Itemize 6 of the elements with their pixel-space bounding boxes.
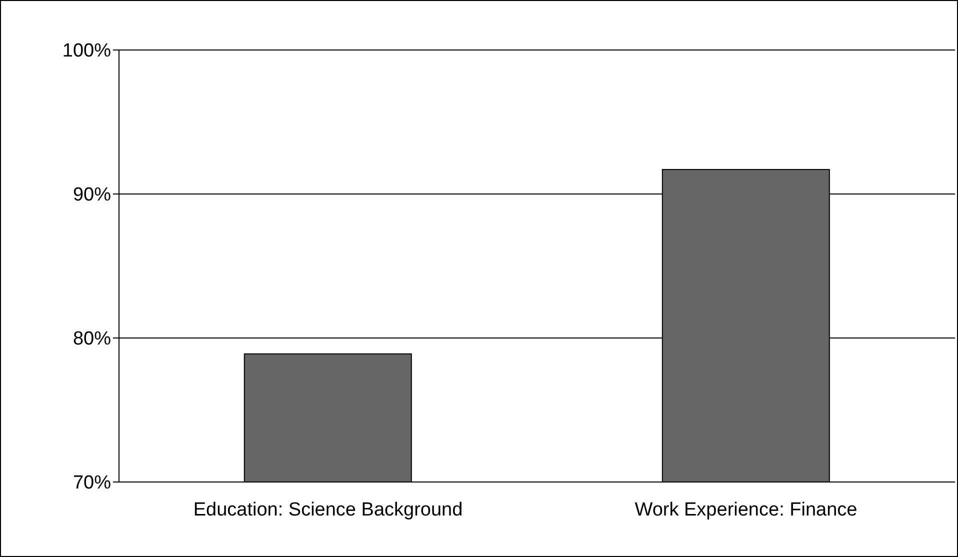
y-tick-label: 70% bbox=[72, 472, 112, 494]
y-tick-label: 80% bbox=[72, 328, 112, 350]
y-tick-label: 90% bbox=[72, 184, 112, 206]
x-tick-label: Education: Science Background bbox=[193, 499, 463, 520]
x-tick-label: Work Experience: Finance bbox=[634, 499, 858, 520]
y-tick-label: 100% bbox=[62, 40, 112, 62]
